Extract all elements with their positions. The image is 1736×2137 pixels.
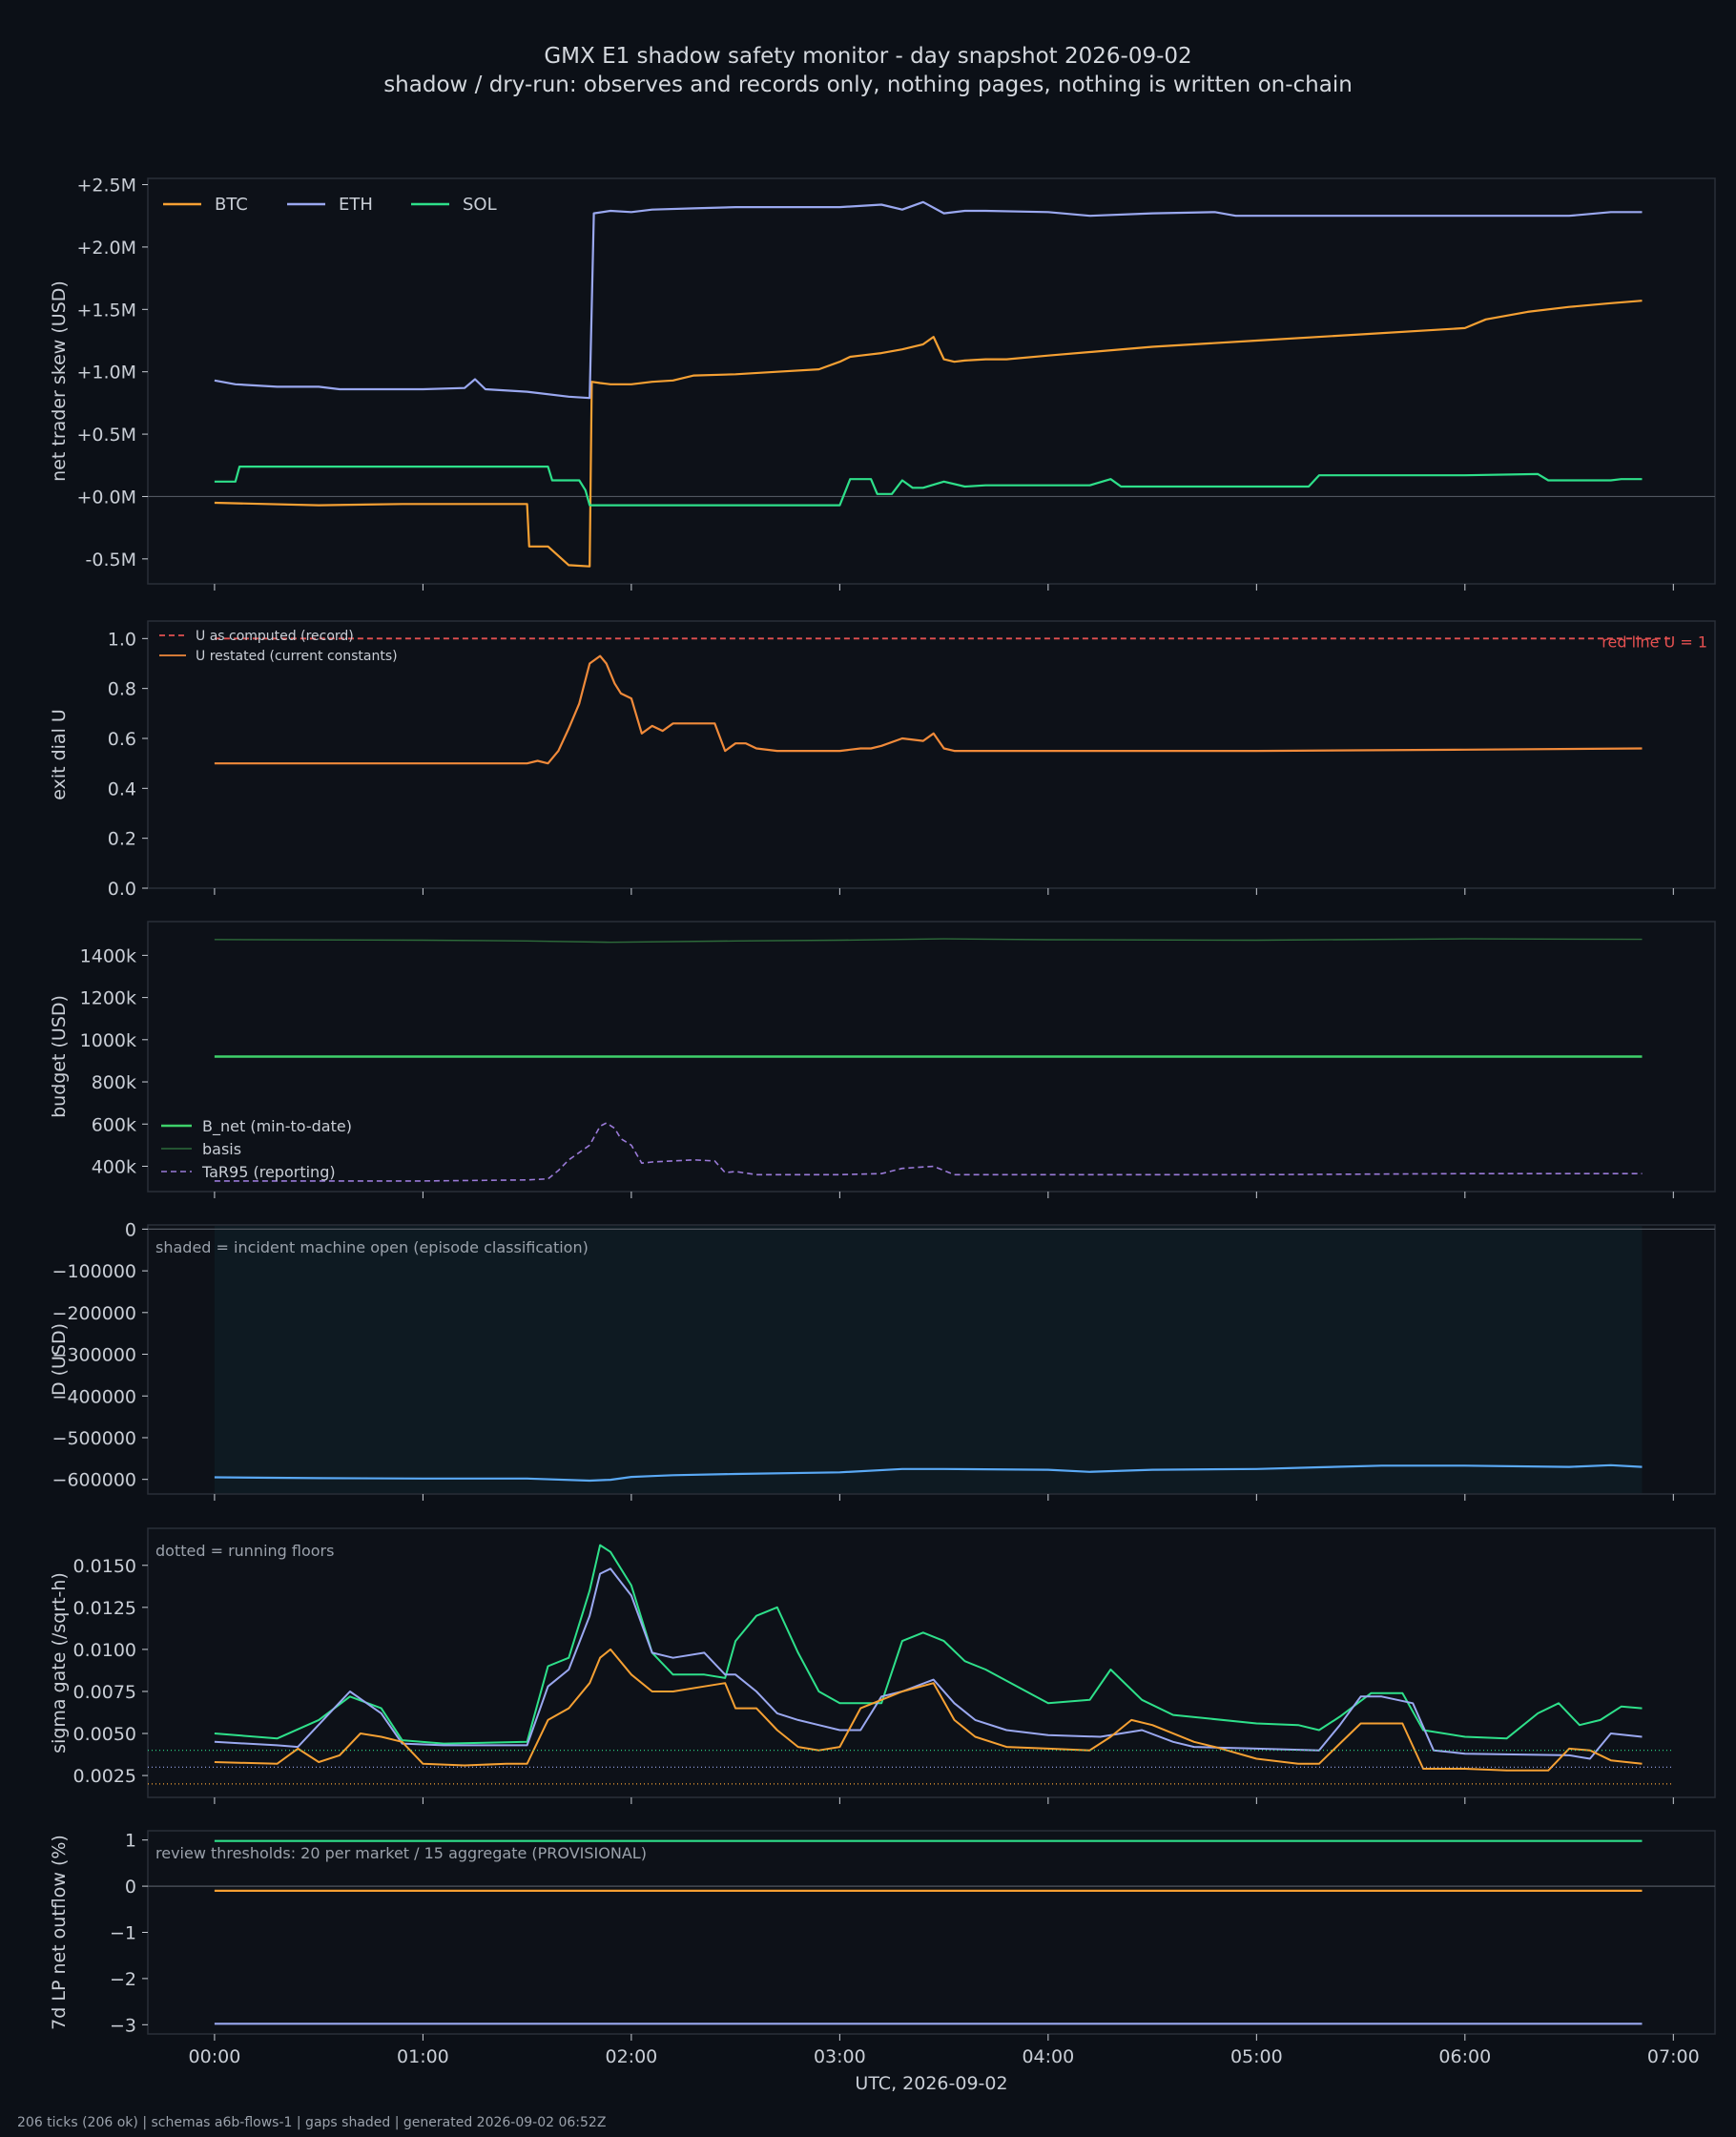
y-tick-label: −2 (110, 1969, 136, 1990)
x-tick-label: 00:00 (189, 2046, 241, 2067)
y-tick-label: -0.5M (86, 550, 136, 571)
y-tick-label: 0.6 (108, 729, 136, 750)
y-tick-label: 1000k (80, 1030, 136, 1051)
chart-panel-1: -0.5M +0.0M +0.5M +1.0M +1.5M +2.0M +2.5M net t… (49, 176, 1716, 591)
x-tick-label: 01:00 (397, 2046, 449, 2067)
y-tick-label: 1400k (80, 945, 136, 966)
y-tick-label: 0.8 (108, 679, 136, 700)
series-line-1 (214, 1544, 1643, 1745)
chart-panel-3: 400k 600k 800k 1000k 1200k 1400k budget (USD) B… (49, 921, 1716, 1198)
y-tick-label: 0.0150 (73, 1556, 136, 1577)
y-tick-label: +1.0M (76, 363, 136, 384)
chart-panel-5: 0.0025 0.0050 0.0075 0.0100 0.0125 0.0150sigm… (49, 1527, 1716, 1804)
y-tick-label: 800k (92, 1072, 136, 1093)
y-tick-label: 0 (125, 1877, 136, 1898)
series-line-eth (214, 200, 1643, 400)
x-tick-label: 07:00 (1647, 2046, 1700, 2067)
chart-panel-4: 0 −100000 −200000 −300000 −400000 −500000 −600… (49, 1219, 1716, 1501)
chart-subtitle: shadow / dry-run: observes and records o… (383, 73, 1353, 97)
series-line-basis (214, 938, 1643, 944)
y-tick-label: 0.2 (108, 829, 136, 850)
x-tick-label: 04:00 (1022, 2046, 1074, 2067)
y-tick-label: +0.5M (76, 425, 136, 446)
x-tick-label: 02:00 (606, 2046, 658, 2067)
y-tick-label: −300000 (52, 1345, 136, 1366)
series-line-btc (214, 300, 1643, 568)
series-line-2 (214, 1567, 1643, 1760)
y-tick-label: 0.0025 (73, 1766, 136, 1787)
plot-area (147, 620, 1716, 889)
chart-panel-2: 0.0 0.2 0.4 0.6 0.8 1.0 exit dial U U as comput… (49, 620, 1716, 900)
legend-label: U as computed (record) (196, 629, 354, 644)
panel-note: shaded = incident machine open (episode … (155, 1238, 589, 1256)
y-axis-label: 7d LP net outflow (%) (49, 1835, 70, 2030)
panel-note: dotted = running floors (155, 1542, 334, 1560)
y-tick-label: 0.0125 (73, 1598, 136, 1619)
y-tick-label: −3 (110, 2015, 136, 2036)
legend-label: SOL (463, 195, 497, 215)
y-axis-label: net trader skew (USD) (49, 280, 70, 482)
y-tick-label: 0.4 (108, 778, 136, 799)
legend-label: ETH (339, 195, 373, 215)
y-tick-label: 1 (125, 1831, 136, 1852)
plot-area (147, 1830, 1716, 2035)
y-tick-label: 1200k (80, 988, 136, 1009)
chart-title: GMX E1 shadow safety monitor - day snaps… (544, 44, 1191, 69)
y-tick-label: −100000 (52, 1261, 136, 1282)
footer-status: 206 ticks (206 ok) | schemas a6b-flows-1… (17, 2115, 607, 2130)
series-line-sol (214, 466, 1643, 507)
red-line-annotation: red line U = 1 (1602, 633, 1707, 651)
legend-label: B_net (min-to-date) (202, 1117, 352, 1136)
x-tick-label: 06:00 (1438, 2046, 1491, 2067)
y-tick-label: 0.0100 (73, 1640, 136, 1661)
y-tick-label: 0.0050 (73, 1724, 136, 1745)
y-axis-label: exit dial U (49, 709, 70, 800)
y-tick-label: +2.0M (76, 238, 136, 259)
y-tick-label: −200000 (52, 1303, 136, 1324)
legend-label: U restated (current constants) (196, 649, 398, 664)
series-line-3 (214, 1648, 1643, 1772)
x-tick-label: 03:00 (814, 2046, 866, 2067)
y-tick-label: 0 (125, 1219, 136, 1240)
legend-label: TaR95 (reporting) (201, 1163, 336, 1181)
y-tick-label: 600k (92, 1114, 136, 1135)
y-tick-label: −600000 (52, 1470, 136, 1491)
y-tick-label: 400k (92, 1156, 136, 1177)
y-tick-label: −1 (110, 1923, 136, 1944)
y-tick-label: 0.0075 (73, 1682, 136, 1703)
chart-panel-6: −3 −2 −1 0 1 00:00 01:00 02:00 03:00 04:00 05:00 06… (49, 1830, 1716, 2094)
y-tick-label: 0.0 (108, 879, 136, 900)
panel-note: review thresholds: 20 per market / 15 ag… (155, 1844, 647, 1862)
y-tick-label: +1.5M (76, 300, 136, 321)
series-line-u (214, 654, 1643, 765)
y-tick-label: −500000 (52, 1428, 136, 1449)
y-tick-label: +0.0M (76, 487, 136, 508)
x-tick-label: 05:00 (1230, 2046, 1283, 2067)
shaded-region (214, 1226, 1643, 1493)
y-tick-label: +2.5M (76, 176, 136, 197)
legend-label: BTC (215, 195, 248, 215)
legend-label: basis (202, 1140, 241, 1158)
series-line-tar95 (214, 1122, 1643, 1182)
plot-area (147, 177, 1716, 585)
y-tick-label: 1.0 (108, 629, 136, 650)
y-axis-label: budget (USD) (49, 995, 70, 1118)
plot-area (147, 1527, 1716, 1798)
x-axis-label: UTC, 2026-09-02 (855, 2073, 1007, 2094)
y-axis-label: D (USD) (49, 1323, 70, 1396)
y-axis-label: sigma gate (/sqrt-h) (49, 1572, 70, 1753)
series-line-1 (214, 1463, 1643, 1483)
y-tick-label: −400000 (52, 1386, 136, 1407)
